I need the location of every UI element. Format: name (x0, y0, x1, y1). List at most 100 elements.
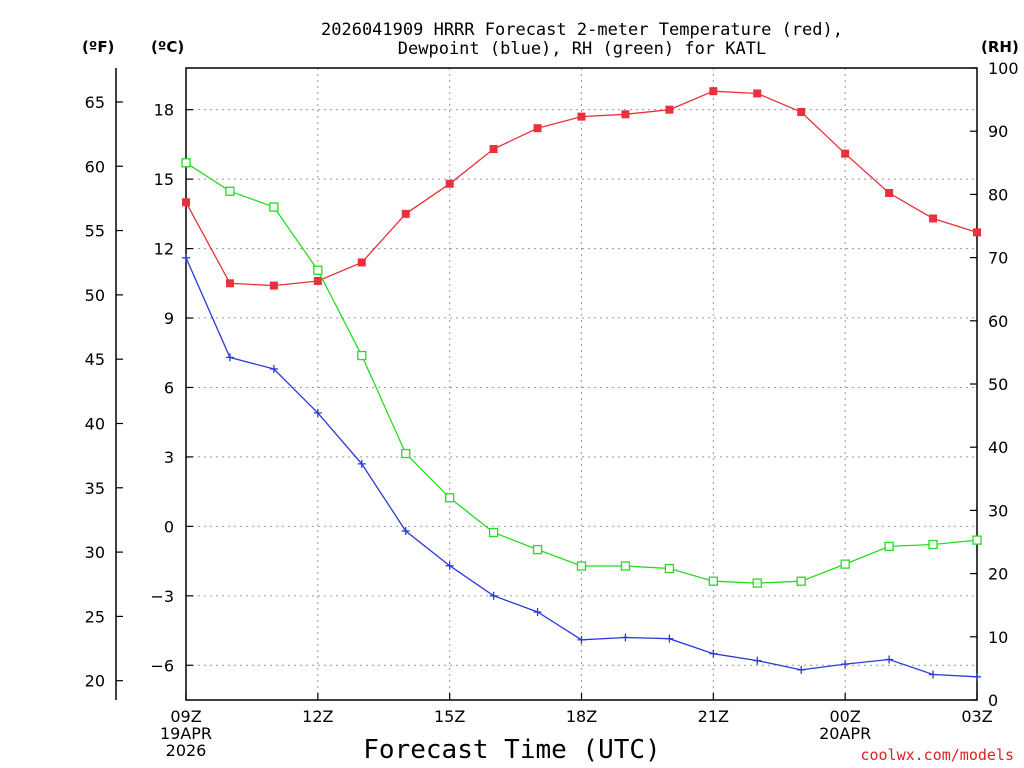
rh-point (313, 265, 323, 275)
temperature-point (665, 105, 674, 114)
temperature-point (269, 281, 278, 290)
temperature-point (445, 179, 454, 188)
rh-tick-label: 60 (988, 312, 1008, 331)
unit-label-rh: (RH) (981, 38, 1019, 56)
rh-point (708, 576, 718, 586)
rh-point (488, 527, 499, 538)
grid-lines (186, 68, 977, 700)
rh-point (181, 158, 191, 168)
rh-tick-label: 50 (988, 375, 1008, 394)
x-tick-label: 18Z (566, 707, 597, 726)
temperature-point (885, 189, 894, 198)
dewpoint-point (313, 408, 322, 417)
rh-point (225, 186, 235, 196)
temperature-point (225, 279, 234, 288)
celsius-tick-label: −3 (150, 587, 174, 606)
celsius-tick-label: 18 (154, 101, 174, 120)
celsius-tick-label: −6 (150, 656, 174, 675)
temperature-point (709, 87, 718, 96)
dewpoint-point (929, 670, 938, 679)
axis-ticks: −6 −3 0 3 6 9 12 15 18 20 25 30 35 40 45 50 55 60 65 0 10 20 3… (85, 59, 1019, 760)
rh-point (840, 559, 850, 569)
x-tick-label: 12Z (302, 707, 333, 726)
dewpoint-point (445, 561, 454, 570)
rh-point (576, 561, 587, 571)
dewpoint-point (973, 672, 981, 681)
fahrenheit-tick-label: 25 (85, 607, 105, 626)
rh-tick-label: 90 (988, 122, 1008, 141)
series-layer (181, 87, 982, 681)
temperature-point (182, 198, 190, 207)
dewpoint-point (797, 665, 806, 674)
temperature-point (973, 228, 981, 237)
x-tick-date-label: 20APR (819, 724, 871, 743)
dewpoint-point (489, 591, 498, 600)
rh-point (532, 544, 543, 555)
fahrenheit-tick-label: 60 (85, 157, 105, 176)
rh-tick-label: 10 (988, 628, 1008, 647)
x-axis-label: Forecast Time (UTC) (363, 735, 660, 765)
dewpoint-point (753, 656, 762, 665)
fahrenheit-tick-label: 45 (85, 350, 105, 369)
celsius-tick-label: 12 (154, 240, 174, 259)
temperature-point (489, 145, 498, 154)
dewpoint-point (621, 633, 630, 642)
dewpoint-point (225, 353, 234, 362)
dewpoint-point (533, 608, 542, 617)
temperature-point (357, 258, 366, 267)
celsius-tick-label: 0 (164, 517, 174, 536)
rh-point (752, 578, 762, 588)
rh-point (664, 563, 675, 574)
temperature-point (841, 149, 850, 158)
temperature-point (577, 112, 586, 121)
fahrenheit-tick-label: 30 (85, 543, 105, 562)
x-tick-label: 09Z (170, 707, 201, 726)
dewpoint-point (182, 253, 190, 262)
celsius-tick-label: 9 (164, 309, 174, 328)
dewpoint-point (885, 655, 894, 664)
x-tick-label: 00Z (830, 707, 861, 726)
rh-point (357, 350, 367, 361)
rh-point (445, 493, 455, 503)
x-tick-date-label: 19APR (160, 724, 212, 743)
chart-title-line1: 2026041909 HRRR Forecast 2-meter Tempera… (321, 20, 843, 40)
unit-label-fahrenheit: (ºF) (82, 38, 114, 56)
plot-frame (185, 67, 978, 701)
x-tick-label: 03Z (961, 707, 992, 726)
rh-tick-label: 30 (988, 501, 1008, 520)
fahrenheit-tick-label: 35 (85, 479, 105, 498)
rh-tick-label: 40 (988, 438, 1008, 457)
temperature-point (753, 89, 762, 98)
fahrenheit-tick-label: 20 (85, 672, 105, 691)
fahrenheit-tick-label: 40 (85, 414, 105, 433)
rh-point (928, 539, 938, 550)
rh-tick-label: 20 (988, 565, 1008, 584)
x-tick-date-label: 2026 (166, 741, 207, 760)
fahrenheit-tick-label: 50 (85, 286, 105, 305)
rh-point (269, 202, 279, 212)
rh-point (620, 561, 631, 571)
credit-text: coolwx.com/models (860, 746, 1014, 764)
dewpoint-point (357, 459, 366, 468)
celsius-tick-label: 15 (154, 170, 174, 189)
dewpoint-point (401, 527, 410, 536)
dewpoint-point (665, 634, 674, 643)
chart-title-line2: Dewpoint (blue), RH (green) for KATL (398, 39, 766, 59)
unit-label-celsius: (ºC) (151, 38, 184, 56)
rh-point (796, 576, 806, 586)
rh-point (972, 535, 982, 545)
rh-point (884, 541, 894, 552)
dewpoint-point (709, 649, 718, 658)
x-tick-label: 21Z (698, 707, 729, 726)
temperature-point (797, 107, 806, 116)
celsius-tick-label: 3 (164, 448, 174, 467)
fahrenheit-tick-label: 55 (85, 222, 105, 241)
rh-tick-label: 0 (988, 691, 998, 710)
temperature-point (313, 276, 322, 285)
rh-point (401, 448, 411, 459)
temperature-point (621, 110, 630, 119)
x-tick-label: 15Z (434, 707, 465, 726)
fahrenheit-tick-label: 65 (85, 93, 105, 112)
celsius-tick-label: 6 (164, 378, 174, 397)
